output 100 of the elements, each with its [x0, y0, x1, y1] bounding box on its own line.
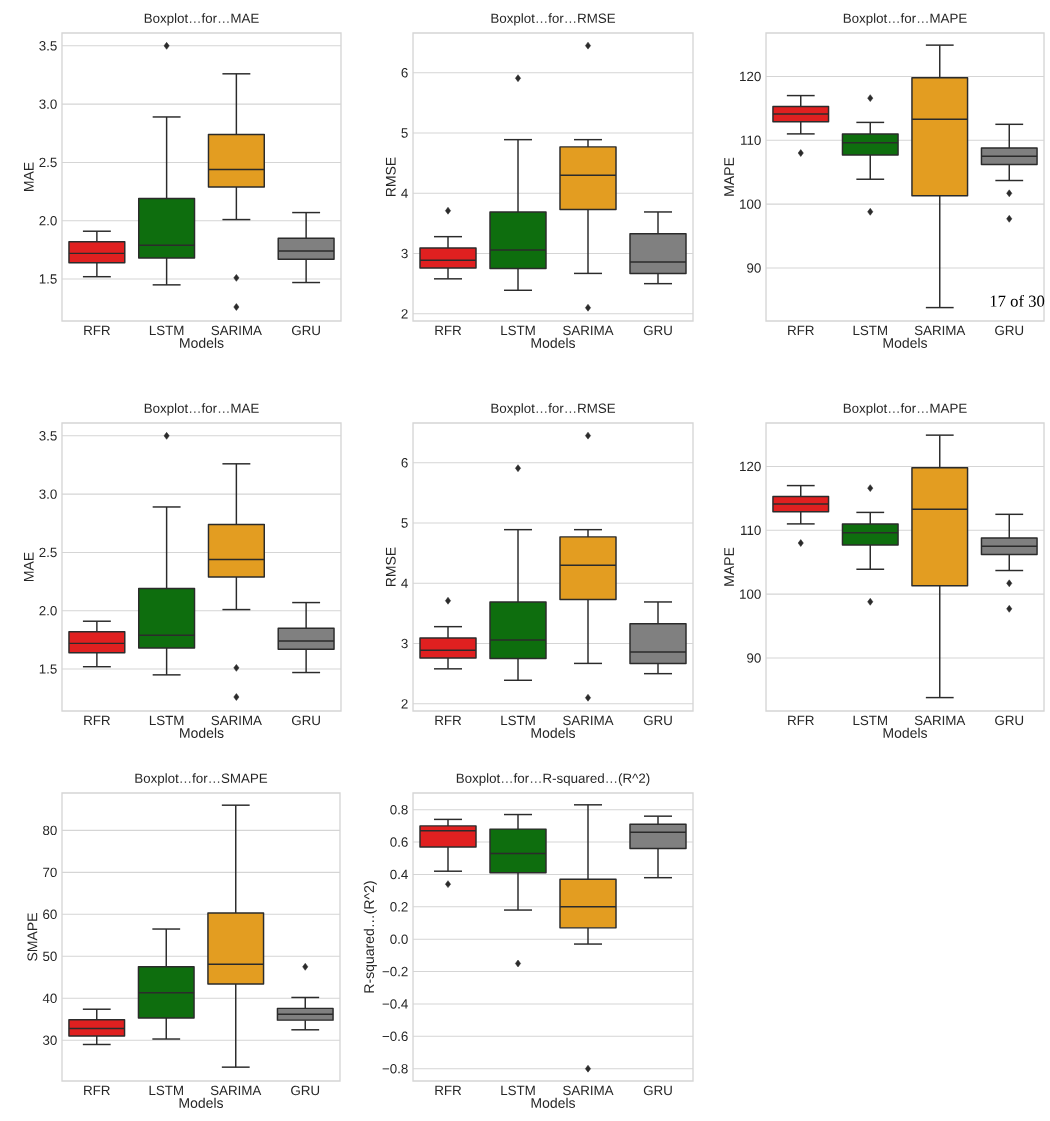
x-tick-label: SARIMA	[563, 325, 614, 336]
y-axis-title: RMSE	[385, 157, 396, 197]
y-tick-label: 2.0	[39, 216, 57, 226]
x-tick-label: GRU	[643, 325, 672, 336]
x-tick-label: SARIMA	[914, 715, 966, 726]
x-tick-label: GRU	[291, 1085, 320, 1096]
x-tick-label: LSTM	[853, 325, 887, 336]
y-tick-label: 5	[401, 128, 408, 138]
y-tick-label: 3.5	[39, 431, 57, 441]
chart-title: Boxplot…for…RMSE	[491, 403, 616, 416]
y-axis-title: MAE	[23, 552, 34, 582]
x-tick-label: LSTM	[501, 715, 535, 726]
y-tick-label: −0.6	[382, 1031, 408, 1042]
y-tick-label: 80	[43, 825, 57, 836]
x-tick-label: RFR	[435, 1085, 462, 1095]
x-tick-label: RFR	[435, 715, 462, 725]
y-tick-label: 90	[747, 653, 761, 663]
x-axis-title: Models	[531, 1097, 576, 1108]
y-tick-label: −0.2	[382, 966, 408, 977]
y-tick-label: 120	[740, 71, 761, 82]
chart-title: Boxplot…for…R-squared…(R^2)	[456, 773, 650, 786]
chart-title: Boxplot…for…MAE	[144, 403, 259, 416]
y-tick-label: 90	[747, 263, 761, 273]
y-tick-label: 6	[401, 68, 408, 78]
x-tick-label: RFR	[435, 325, 462, 335]
y-tick-label: 5	[401, 518, 408, 528]
y-tick-label: 110	[741, 525, 761, 535]
x-tick-label: LSTM	[149, 1085, 183, 1096]
x-tick-label: SARIMA	[563, 715, 614, 726]
x-tick-label: GRU	[995, 325, 1024, 336]
chart-title: Boxplot…for…MAE	[144, 13, 259, 26]
x-tick-label: GRU	[643, 715, 672, 726]
y-tick-label: 70	[43, 867, 57, 878]
y-axis-title: MAPE	[724, 157, 734, 196]
y-tick-label: 3	[401, 638, 408, 649]
x-axis-title: Models	[531, 337, 576, 348]
x-tick-label: RFR	[84, 1085, 110, 1095]
x-tick-label: LSTM	[853, 715, 887, 726]
y-tick-label: 100	[740, 589, 761, 599]
y-tick-label: 1.5	[39, 274, 57, 284]
x-tick-label: GRU	[291, 715, 320, 726]
y-tick-label: 30	[42, 1035, 57, 1045]
y-tick-label: 6	[401, 458, 408, 468]
y-tick-label: 100	[740, 199, 761, 209]
y-tick-label: 4	[401, 578, 408, 588]
y-tick-label: 3	[401, 248, 408, 259]
y-axis-title: MAPE	[724, 547, 734, 586]
x-tick-label: SARIMA	[211, 325, 262, 336]
chart-title: Boxplot…for…RMSE	[491, 13, 616, 26]
x-tick-label: LSTM	[149, 715, 184, 726]
y-tick-label: 3.0	[39, 489, 57, 499]
y-tick-label: 3.0	[39, 99, 57, 109]
y-axis-title: MAE	[23, 162, 34, 192]
x-tick-label: GRU	[291, 325, 320, 336]
x-axis-title: Models	[179, 1097, 224, 1108]
y-tick-label: −0.4	[382, 999, 408, 1009]
x-tick-label: GRU	[643, 1085, 672, 1096]
y-tick-label: 40	[42, 993, 57, 1004]
y-tick-label: 0.0	[390, 934, 408, 944]
y-tick-label: 2.5	[39, 157, 57, 168]
chart-title: Boxplot…for…SMAPE	[135, 773, 268, 786]
y-tick-label: 4	[401, 188, 408, 198]
x-tick-label: SARIMA	[210, 1085, 262, 1096]
y-tick-label: 110	[741, 135, 761, 145]
y-tick-label: 2	[401, 699, 408, 709]
y-tick-label: 50	[43, 951, 57, 962]
chart-title: Boxplot…for…MAPE	[843, 13, 967, 26]
chart-title: Boxplot…for…MAPE	[843, 403, 967, 416]
x-axis-title: Models	[180, 727, 224, 738]
y-axis-title: SMAPE	[27, 913, 38, 961]
y-tick-label: −0.8	[382, 1063, 408, 1074]
x-tick-label: RFR	[84, 715, 110, 725]
y-tick-label: 0.4	[390, 869, 408, 880]
x-axis-title: Models	[180, 337, 224, 348]
x-tick-label: SARIMA	[914, 325, 966, 336]
x-tick-label: GRU	[995, 715, 1024, 726]
y-tick-label: 3.5	[39, 41, 57, 51]
x-tick-label: LSTM	[501, 1085, 535, 1096]
x-tick-label: SARIMA	[211, 715, 262, 726]
x-tick-label: RFR	[788, 325, 814, 335]
y-axis-title: RMSE	[385, 547, 396, 587]
y-tick-label: 2	[401, 309, 408, 319]
annotation: 17 of 30	[990, 294, 1045, 307]
x-tick-label: SARIMA	[563, 1085, 614, 1096]
y-axis-title: R-squared…(R^2)	[363, 881, 377, 993]
x-tick-label: RFR	[788, 715, 814, 725]
x-axis-title: Models	[883, 727, 928, 738]
x-tick-label: RFR	[84, 325, 110, 335]
y-tick-label: 120	[740, 461, 761, 472]
x-tick-label: LSTM	[501, 325, 535, 336]
y-tick-label: 2.5	[39, 547, 57, 558]
y-tick-label: 0.6	[390, 837, 408, 847]
y-tick-label: 2.0	[39, 606, 57, 616]
x-axis-title: Models	[531, 727, 576, 738]
x-axis-title: Models	[883, 337, 928, 348]
y-tick-label: 60	[43, 909, 57, 920]
y-tick-label: 0.2	[390, 902, 408, 912]
x-tick-label: LSTM	[149, 325, 184, 336]
y-tick-label: 0.8	[390, 804, 408, 815]
y-tick-label: 1.5	[39, 664, 57, 674]
